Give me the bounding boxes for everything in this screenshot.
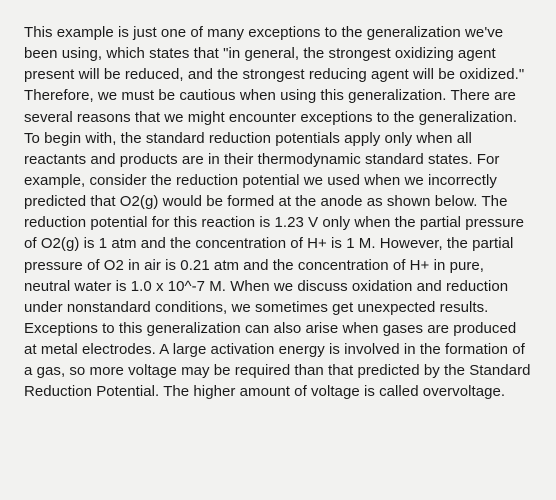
body-paragraph: This example is just one of many excepti… — [24, 22, 532, 403]
